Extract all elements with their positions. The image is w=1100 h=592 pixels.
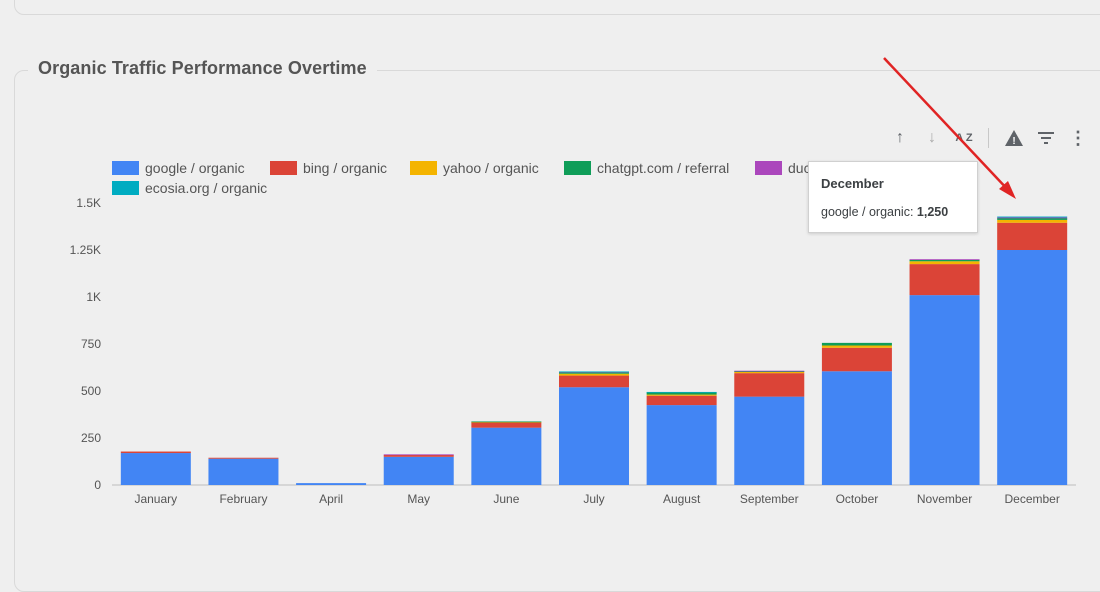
legend-label: duc: [788, 160, 811, 176]
y-tick-label: 0: [94, 478, 101, 492]
bar-segment[interactable]: [821, 347, 892, 372]
bar-segment[interactable]: [997, 218, 1068, 220]
bar-segment[interactable]: [559, 371, 629, 373]
previous-card: [14, 0, 1100, 15]
bar-segment[interactable]: [997, 219, 1068, 223]
bar-chart: January February April May June July August Sep…: [70, 57, 1076, 506]
legend-swatch: [270, 161, 297, 175]
y-tick-label: 250: [81, 431, 101, 445]
legend-label: chatgpt.com / referral: [597, 160, 730, 176]
bar-segment[interactable]: [559, 373, 629, 376]
filter-icon[interactable]: [1032, 124, 1060, 152]
annotation-arrow-line: [883, 57, 1011, 193]
x-tick-label: December: [1005, 492, 1060, 506]
bar-segment[interactable]: [646, 392, 717, 395]
bar-segment[interactable]: [997, 222, 1068, 250]
annotation-arrow-head: [999, 181, 1016, 199]
x-tick-label: August: [663, 492, 701, 506]
x-tick-label: September: [740, 492, 799, 506]
bar-segment[interactable]: [646, 405, 717, 485]
bar-segment[interactable]: [559, 375, 629, 388]
legend-swatch: [755, 161, 782, 175]
legend-swatch: [112, 161, 139, 175]
bar-segment[interactable]: [909, 295, 980, 485]
bar-segment[interactable]: [909, 259, 980, 261]
legend-label: google / organic: [145, 160, 245, 176]
toolbar-divider: [988, 128, 989, 148]
legend-item[interactable]: bing / organic: [270, 160, 387, 176]
legend-label: ecosia.org / organic: [145, 180, 268, 196]
sort-ascending-icon[interactable]: ↑: [896, 129, 904, 146]
sort-descending-icon[interactable]: ↓: [928, 129, 936, 146]
legend-swatch: [410, 161, 437, 175]
bar-segment[interactable]: [734, 396, 805, 485]
legend-swatch: [564, 161, 591, 175]
warning-icon[interactable]: !: [1000, 124, 1028, 152]
x-tick-label: July: [583, 492, 604, 506]
bar-segment[interactable]: [734, 373, 805, 397]
bar-segment[interactable]: [997, 250, 1068, 485]
bar-segment[interactable]: [909, 261, 980, 265]
tooltip-value: 1,250: [916, 205, 949, 219]
bar-segment[interactable]: [821, 342, 892, 346]
svg-text:!: !: [1012, 136, 1015, 146]
legend-item[interactable]: google / organic: [112, 160, 245, 176]
bar-segment[interactable]: [559, 387, 629, 485]
y-tick-label: 500: [81, 384, 101, 398]
x-tick-label: October: [836, 492, 879, 506]
bar-segment[interactable]: [383, 456, 454, 485]
legend-label: bing / organic: [303, 160, 388, 176]
bar-segment[interactable]: [734, 370, 805, 372]
legend-item[interactable]: duc: [755, 160, 811, 176]
y-tick-label: 1.5K: [76, 196, 101, 210]
bar-segment[interactable]: [471, 422, 542, 428]
bar-segment[interactable]: [471, 427, 542, 485]
bar-segment[interactable]: [383, 454, 454, 456]
legend-label: yahoo / organic: [443, 160, 539, 176]
chart-tooltip: December google / organic: 1,250: [808, 161, 978, 233]
x-tick-label: April: [319, 492, 343, 506]
sort-az-icon[interactable]: A Z: [955, 132, 973, 144]
bar-segment[interactable]: [471, 421, 542, 423]
bar-segment[interactable]: [646, 394, 717, 396]
bar-segment[interactable]: [646, 395, 717, 406]
bar-segment[interactable]: [208, 458, 279, 485]
bar-segment[interactable]: [821, 345, 892, 348]
legend-item[interactable]: chatgpt.com / referral: [564, 160, 729, 176]
bar-segment[interactable]: [734, 372, 805, 374]
tooltip-series: google / organic: [821, 205, 910, 219]
x-tick-label: January: [134, 492, 177, 506]
chart-title: Organic Traffic Performance Overtime: [28, 58, 377, 79]
bar-segment[interactable]: [734, 371, 805, 373]
bar-segment[interactable]: [208, 457, 279, 459]
bar-segment[interactable]: [559, 372, 629, 374]
x-tick-label: May: [407, 492, 430, 506]
x-tick-label: February: [219, 492, 267, 506]
x-tick-label: November: [917, 492, 972, 506]
bar-segment[interactable]: [997, 217, 1068, 219]
legend-item[interactable]: ecosia.org / organic: [112, 180, 267, 196]
more-options-icon[interactable]: ⋮: [1069, 127, 1087, 148]
bar-segment[interactable]: [296, 483, 367, 485]
bar-segment[interactable]: [120, 451, 191, 454]
bar-segment[interactable]: [997, 216, 1068, 218]
bar-segment[interactable]: [383, 454, 454, 457]
legend-item[interactable]: yahoo / organic: [410, 160, 539, 176]
bar-segment[interactable]: [646, 391, 717, 393]
y-tick-label: 1.25K: [70, 243, 101, 257]
x-tick-label: June: [493, 492, 519, 506]
bar-segment[interactable]: [909, 264, 980, 296]
tooltip-row: google / organic: 1,250: [821, 205, 949, 219]
y-tick-label: 750: [81, 337, 101, 351]
y-tick-label: 1K: [86, 290, 101, 304]
bar-segment[interactable]: [120, 453, 191, 485]
legend-swatch: [112, 181, 139, 195]
bar-segment[interactable]: [909, 259, 980, 262]
tooltip-title: December: [821, 176, 884, 191]
bar-segment[interactable]: [821, 371, 892, 485]
